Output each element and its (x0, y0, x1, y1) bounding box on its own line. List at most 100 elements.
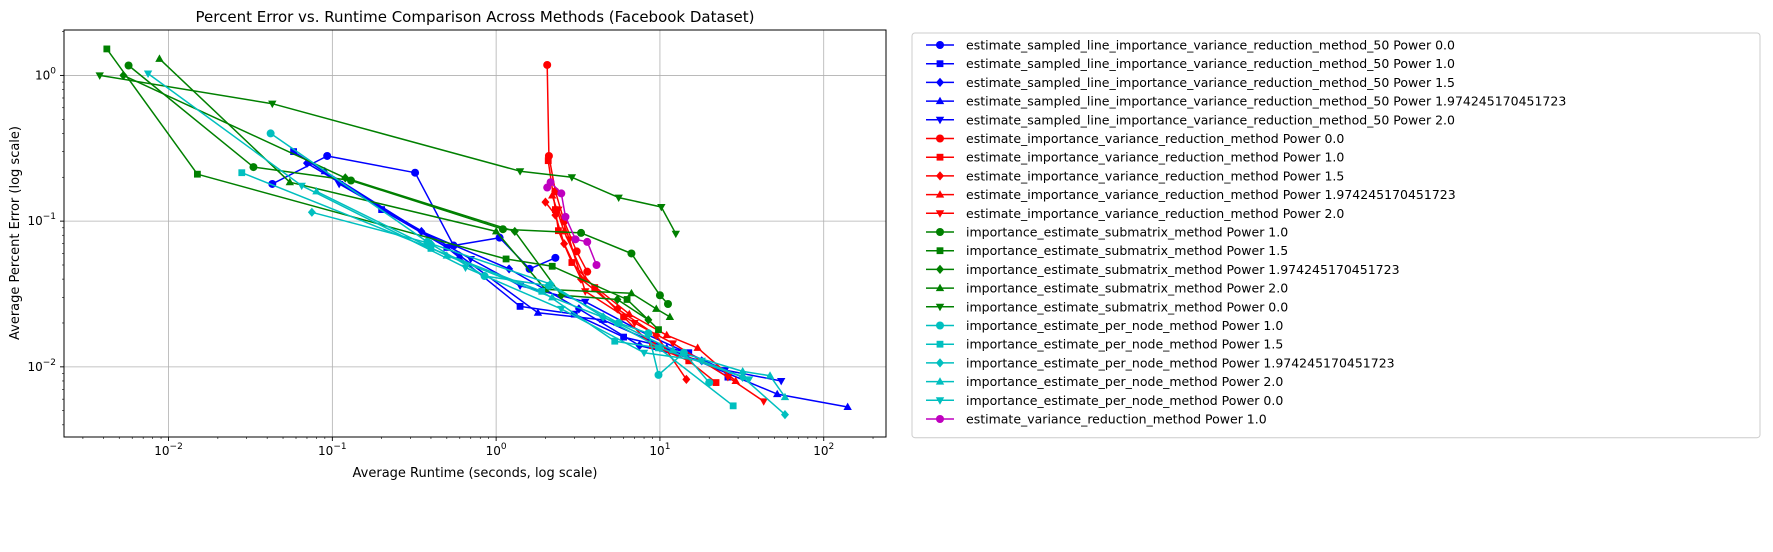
data-point (682, 374, 691, 385)
legend-marker (935, 116, 945, 125)
data-point (510, 226, 519, 237)
data-point (655, 291, 664, 300)
data-point (533, 308, 543, 316)
data-point (491, 227, 501, 235)
legend-label: importance_estimate_submatrix_method Pow… (966, 262, 1400, 277)
data-point (627, 288, 636, 297)
legend-marker (936, 415, 944, 423)
data-point (697, 357, 706, 366)
data-point (671, 230, 681, 239)
data-point (544, 157, 552, 165)
legend-marker (935, 210, 945, 218)
legend-marker (936, 264, 944, 274)
legend-entry: estimate_sampled_line_importance_varianc… (926, 112, 1455, 127)
legend-label: importance_estimate_per_node_method Powe… (966, 318, 1283, 333)
series-19 (143, 70, 754, 384)
data-point (557, 189, 566, 198)
data-point (620, 333, 627, 341)
data-point (649, 342, 656, 349)
legend-label: estimate_importance_variance_reduction_m… (966, 168, 1344, 183)
legend-entry: importance_estimate_per_node_method Powe… (926, 374, 1283, 389)
data-point (548, 262, 556, 270)
legend-label: importance_estimate_submatrix_method Pow… (966, 225, 1288, 240)
chart-title: Percent Error vs. Runtime Comparison Acr… (196, 8, 755, 26)
data-point (759, 398, 768, 406)
data-point (238, 169, 246, 177)
data-point (124, 61, 133, 70)
legend-marker (936, 247, 944, 255)
data-point (143, 70, 153, 78)
data-point (655, 343, 664, 353)
data-point (685, 357, 693, 365)
data-point (249, 163, 258, 172)
data-point (551, 206, 559, 213)
data-point (776, 377, 786, 386)
data-point (723, 374, 733, 382)
data-point (455, 251, 464, 259)
legend-entry: estimate_importance_variance_reduction_m… (926, 168, 1344, 183)
x-axis-label: Average Runtime (seconds, log scale) (353, 466, 598, 481)
data-point (693, 343, 702, 351)
legend-label: estimate_sampled_line_importance_varianc… (966, 75, 1455, 90)
legend-label: importance_estimate_submatrix_method Pow… (966, 299, 1288, 314)
data-point (744, 376, 754, 384)
series-14 (95, 72, 681, 239)
legend-label: estimate_importance_variance_reduction_m… (966, 206, 1344, 221)
data-point (611, 337, 619, 345)
series-12 (119, 70, 653, 325)
data-point (323, 151, 332, 160)
data-point (738, 367, 747, 375)
data-point (551, 253, 560, 262)
data-point (665, 312, 675, 320)
data-point (655, 326, 662, 334)
legend-entry: estimate_variance_reduction_method Power… (926, 412, 1267, 427)
legend-marker (936, 41, 944, 49)
data-point (644, 329, 653, 338)
data-point (780, 410, 789, 420)
data-point (516, 302, 524, 310)
data-point (541, 197, 550, 207)
legend-marker (936, 340, 944, 348)
legend-entry: estimate_importance_variance_reduction_m… (926, 187, 1456, 202)
data-point (565, 236, 574, 244)
series-line (316, 190, 786, 398)
data-point (657, 204, 666, 212)
data-point (546, 178, 555, 187)
data-point (773, 389, 782, 398)
data-point (560, 239, 569, 249)
data-point (297, 182, 306, 191)
legend-entry: importance_estimate_submatrix_method Pow… (926, 243, 1288, 258)
data-point (568, 259, 576, 266)
data-point (285, 177, 295, 186)
legend-marker (936, 153, 944, 161)
data-point (712, 379, 720, 386)
legend-label: importance_estimate_submatrix_method Pow… (966, 281, 1288, 296)
legend: estimate_sampled_line_importance_varianc… (911, 32, 1761, 439)
legend-marker (935, 377, 945, 385)
legend-label: importance_estimate_per_node_method Powe… (966, 393, 1283, 408)
data-point (731, 376, 740, 384)
plot-area (64, 30, 886, 437)
data-point (546, 279, 555, 289)
data-point (613, 304, 622, 314)
data-point (663, 299, 672, 308)
data-point (341, 173, 350, 183)
data-point (583, 237, 592, 246)
series-layer (95, 45, 852, 420)
series-line (123, 74, 649, 321)
data-point (525, 264, 534, 273)
data-point (620, 313, 627, 321)
data-point (266, 129, 275, 138)
data-point (644, 315, 653, 325)
data-point (623, 296, 631, 303)
legend-frame (911, 32, 1761, 439)
legend-marker (936, 171, 944, 181)
legend-entry: estimate_sampled_line_importance_varianc… (926, 38, 1455, 53)
data-point (495, 233, 504, 242)
legend-label: importance_estimate_per_node_method Powe… (966, 374, 1283, 389)
legend-marker (935, 190, 945, 198)
legend-entry: estimate_sampled_line_importance_varianc… (926, 56, 1455, 71)
legend-marker (935, 303, 945, 312)
data-point (625, 309, 634, 318)
